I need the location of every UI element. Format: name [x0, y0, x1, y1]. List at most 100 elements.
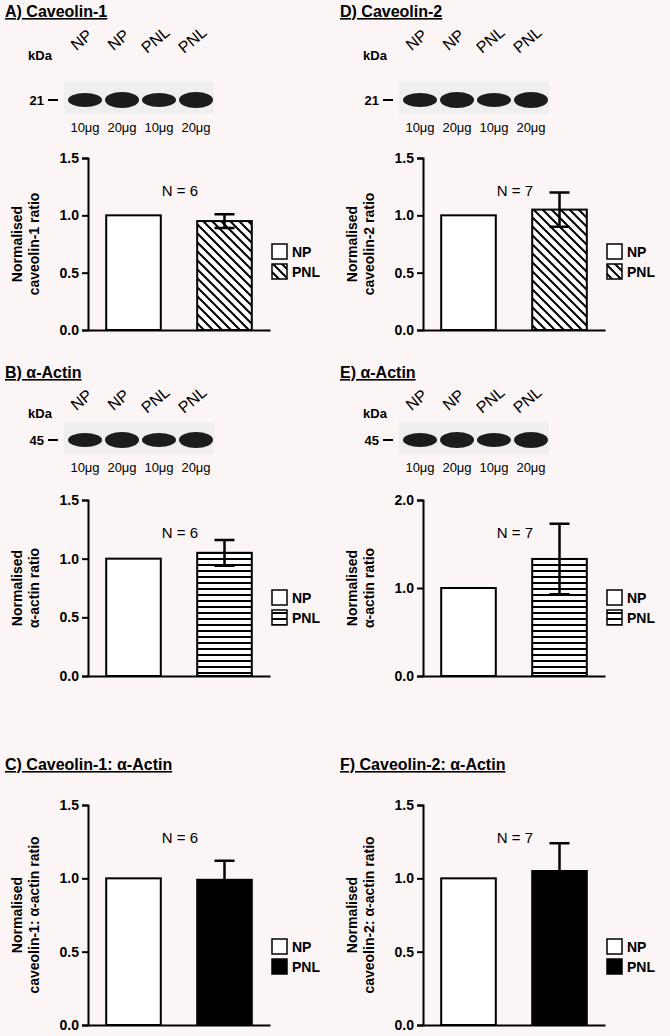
lane-label: NP — [104, 26, 132, 53]
y-axis: 0.00.51.01.5 — [60, 150, 89, 338]
error-bar — [550, 524, 570, 594]
y-tick-label: 1.5 — [395, 150, 415, 166]
blot-band — [105, 92, 139, 108]
x-axis — [89, 676, 271, 677]
y-tick: 0.5 — [60, 944, 88, 960]
panel-title: D) Caveolin-2 — [340, 3, 442, 20]
legend-label: NP — [292, 590, 311, 606]
y-tick-label: 1.0 — [395, 580, 415, 596]
y-tick-label: 0.5 — [395, 265, 415, 281]
x-axis-line — [424, 330, 606, 332]
legend-swatch — [272, 610, 287, 625]
lane-label: NP — [104, 386, 132, 413]
legend-swatch — [607, 244, 622, 259]
blot-band — [514, 92, 548, 108]
panel-title: E) α-Actin — [340, 364, 416, 381]
panel: F) Caveolin-2: α-Actin 0.00.51.01.5 Normal… — [340, 756, 655, 1033]
blot: NPNPPNLPNL10μg20μg10μg20μgkDa21 — [363, 23, 549, 135]
y-tick: 0.0 — [60, 1017, 88, 1033]
lane-label: NP — [439, 26, 467, 53]
marker-label: 21 — [30, 93, 44, 108]
y-tick-mark — [417, 215, 423, 217]
load-label: 10μg — [144, 120, 173, 135]
y-tick-label: 0.0 — [60, 1017, 80, 1033]
load-label: 10μg — [70, 460, 99, 475]
annotation: N = 6 — [162, 829, 198, 846]
plot-area — [441, 843, 587, 1025]
y-axis-title: Normalisedcaveolin-1: α-actin ratio — [9, 836, 42, 993]
load-label: 20μg — [516, 460, 545, 475]
plot-area — [441, 524, 587, 676]
y-tick-mark — [82, 805, 88, 807]
legend-swatch — [272, 264, 287, 279]
y-axis: 0.00.51.01.5 — [395, 797, 424, 1033]
y-axis-title: Normalisedα-actin ratio — [9, 548, 42, 628]
bar — [106, 559, 161, 676]
y-tick-mark — [82, 951, 88, 953]
blot-image — [399, 82, 549, 114]
y-tick: 1.0 — [395, 207, 423, 223]
marker-dash — [383, 99, 393, 101]
legend-swatch — [607, 264, 622, 279]
blot: NPNPPNLPNL10μg20μg10μg20μgkDa45 — [28, 383, 214, 475]
y-tick-mark — [82, 676, 88, 678]
legend-swatch — [272, 244, 287, 259]
x-axis-line — [89, 1025, 271, 1027]
annotation: N = 7 — [497, 182, 533, 199]
legend-label: PNL — [627, 959, 655, 975]
y-tick-mark — [82, 1025, 88, 1027]
figure: A) Caveolin-1NPNPPNLPNL10μg20μg10μg20μgk… — [0, 0, 670, 1036]
x-axis — [89, 1025, 271, 1026]
x-axis — [424, 676, 606, 677]
load-label: 10μg — [70, 120, 99, 135]
y-axis-line — [417, 159, 424, 331]
bar — [441, 588, 496, 676]
y-tick-mark — [82, 558, 88, 560]
legend-label: PNL — [627, 610, 655, 626]
marker-label: 45 — [365, 433, 379, 448]
y-tick: 0.0 — [60, 668, 88, 684]
y-axis-line — [417, 806, 424, 1026]
blot-band — [68, 93, 102, 107]
x-axis-line — [424, 676, 606, 678]
y-tick-mark — [82, 272, 88, 274]
panel: C) Caveolin-1: α-Actin0.00.51.01.5Normal… — [5, 756, 320, 1033]
legend: NPPNL — [272, 939, 320, 975]
load-label: 20μg — [107, 120, 136, 135]
legend-swatch — [607, 590, 622, 605]
y-axis-line — [82, 159, 89, 331]
y-tick: 0.5 — [60, 265, 88, 281]
y-tick: 0.0 — [395, 322, 423, 338]
y-axis-line — [82, 806, 89, 1026]
y-tick-label: 1.0 — [395, 870, 415, 886]
load-label: 20μg — [107, 460, 136, 475]
y-axis: 0.00.51.01.5 — [60, 797, 89, 1033]
bar — [106, 878, 161, 1025]
y-tick-mark — [417, 676, 423, 678]
y-axis: 0.00.51.01.5 — [60, 492, 89, 684]
load-label: 10μg — [405, 120, 434, 135]
panel: A) Caveolin-1NPNPPNLPNL10μg20μg10μg20μgk… — [5, 3, 320, 338]
blot-band — [142, 93, 176, 107]
panel-title: F) Caveolin-2: α-Actin — [340, 756, 505, 773]
legend-swatch — [607, 939, 622, 954]
legend-label: NP — [627, 939, 646, 955]
legend-swatch — [272, 939, 287, 954]
plot-area — [441, 192, 587, 330]
bar — [197, 880, 252, 1025]
y-tick-mark — [82, 158, 88, 160]
y-axis-title: Normalisedcaveolin-2: α-actin ratio — [344, 836, 377, 993]
legend-label: NP — [292, 939, 311, 955]
y-tick-label: 1.0 — [60, 870, 80, 886]
panel: E) α-ActinNPNPPNLPNL10μg20μg10μg20μgkDa4… — [340, 364, 655, 684]
y-axis: 0.0 0.5 1.0 1.5 — [395, 150, 424, 338]
kda-label: kDa — [28, 48, 53, 63]
load-label: 20μg — [181, 120, 210, 135]
legend-label: NP — [627, 590, 646, 606]
x-axis-line — [89, 676, 271, 678]
legend-label: PNL — [292, 610, 320, 626]
annotation: N = 6 — [162, 182, 198, 199]
legend-label: NP — [627, 244, 646, 260]
legend-swatch — [272, 959, 287, 974]
y-tick-mark — [82, 878, 88, 880]
